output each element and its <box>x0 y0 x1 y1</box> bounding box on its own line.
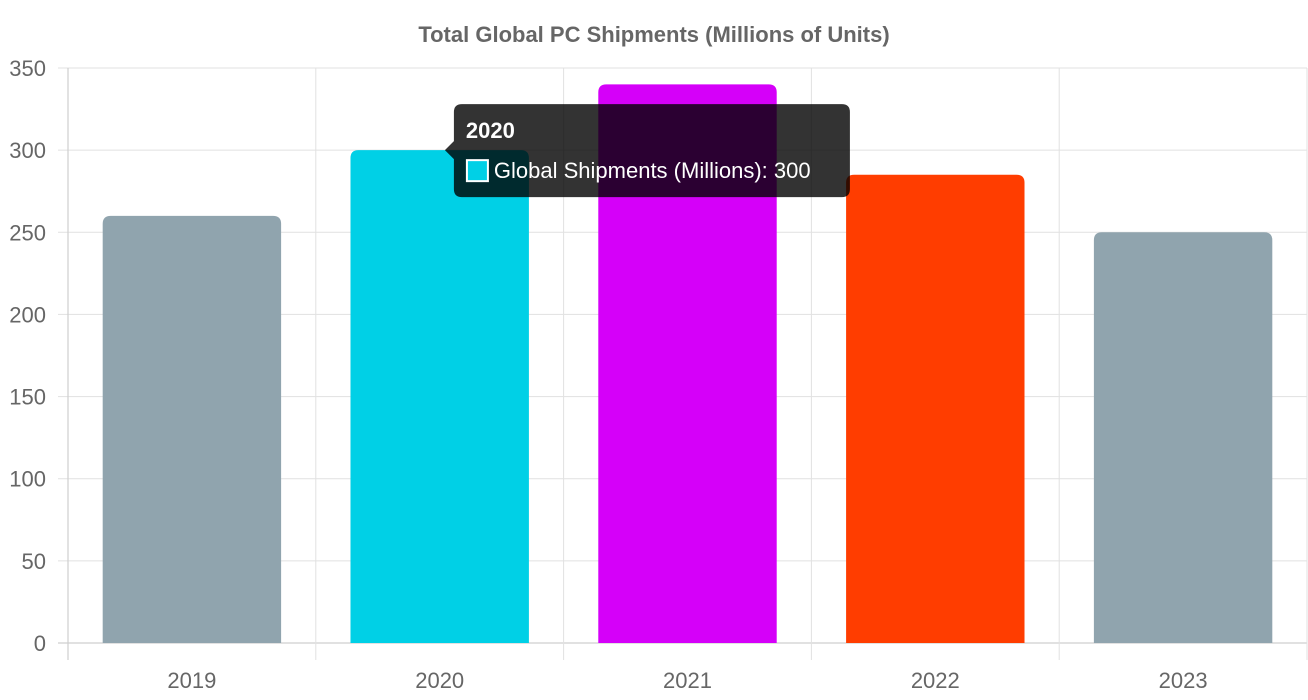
y-axis-ticks: 0 50 100 150 200 250 300 350 <box>9 56 46 656</box>
x-axis-ticks: 2019 2020 2021 2022 2023 <box>167 668 1207 693</box>
y-tick-label: 0 <box>34 631 46 656</box>
tooltip-title: 2020 <box>466 118 515 143</box>
tooltip-swatch <box>465 159 489 183</box>
bar-2021[interactable] <box>598 84 777 643</box>
y-tick-label: 200 <box>9 302 46 327</box>
y-tick-label: 50 <box>22 549 46 574</box>
bar-2019[interactable] <box>102 215 282 643</box>
x-tick-label: 2019 <box>167 668 216 693</box>
x-tick-label: 2022 <box>911 668 960 693</box>
bar-2022[interactable] <box>846 174 1025 644</box>
bar-2023[interactable] <box>1093 232 1273 644</box>
tooltip-box <box>444 104 850 198</box>
y-tick-label: 350 <box>9 56 46 81</box>
tooltip: 2020 Global Shipments (Millions): 300 <box>444 104 850 198</box>
x-tick-label: 2020 <box>415 668 464 693</box>
tooltip-label: Global Shipments (Millions): 300 <box>494 158 811 183</box>
y-tick-label: 250 <box>9 220 46 245</box>
y-tick-label: 300 <box>9 138 46 163</box>
x-tick-label: 2023 <box>1159 668 1208 693</box>
bar-2020[interactable] <box>350 150 529 643</box>
y-tick-label: 100 <box>9 467 46 492</box>
x-tick-label: 2021 <box>663 668 712 693</box>
y-tick-label: 150 <box>9 385 46 410</box>
chart-title: Total Global PC Shipments (Millions of U… <box>418 22 889 47</box>
bars <box>102 84 1273 644</box>
